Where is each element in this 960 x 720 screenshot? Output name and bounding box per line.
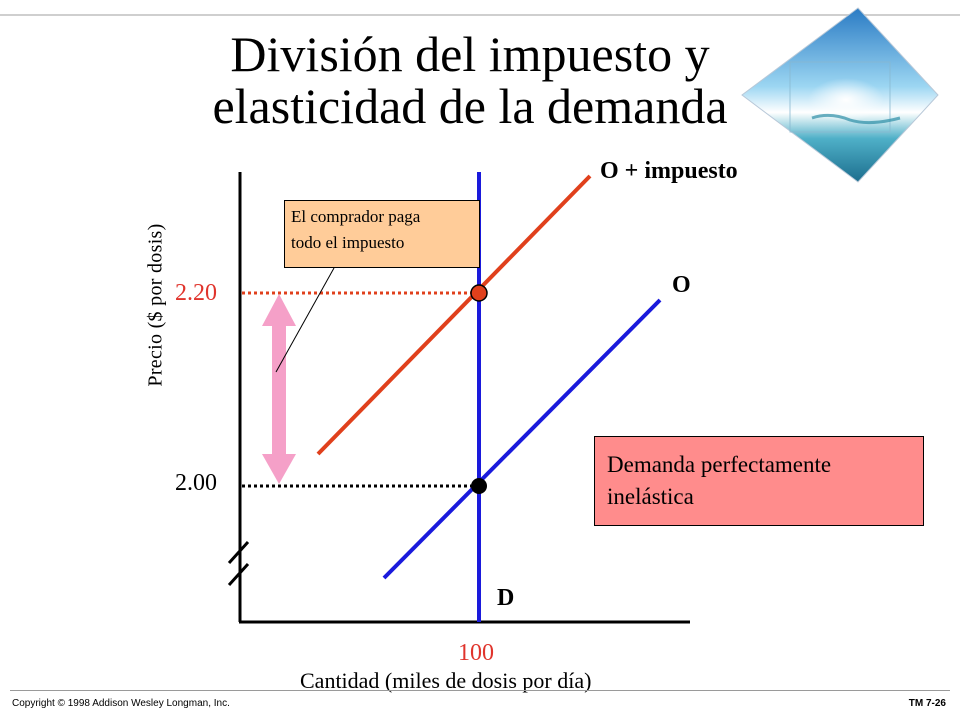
tropical-beach-diamond-icon: [741, 7, 939, 183]
tax-wedge-arrow: [262, 294, 296, 484]
demand-label: D: [497, 585, 515, 611]
price-low-label: 2.00: [175, 470, 217, 496]
demand-callout-line-2: inelástica: [607, 484, 694, 509]
buyer-callout-line-1: El comprador paga: [291, 207, 421, 226]
top-rule: [0, 14, 960, 16]
title-line-1: División del impuesto y: [230, 26, 710, 82]
buyer-pays-callout: El comprador paga todo el impuesto: [284, 200, 480, 268]
inelastic-demand-callout: Demanda perfectamente inelástica: [594, 436, 924, 526]
title-line-2: elasticidad de la demanda: [212, 78, 728, 134]
equilibrium-point-with-tax: [470, 284, 488, 302]
slide-title: División del impuesto y elasticidad de l…: [140, 28, 800, 132]
axis-break-mark: [227, 540, 250, 565]
supply-curve: [382, 298, 662, 580]
slide-number: TM 7-26: [908, 698, 946, 709]
supply-plus-tax-label: O + impuesto: [600, 158, 738, 184]
quantity-label: 100: [458, 640, 494, 666]
demand-callout-line-1: Demanda perfectamente: [607, 452, 832, 477]
copyright-notice: Copyright © 1998 Addison Wesley Longman,…: [12, 698, 230, 709]
buyer-callout-line-2: todo el impuesto: [291, 233, 405, 252]
footer-rule: [10, 690, 950, 691]
callout-leader-line: [275, 267, 335, 373]
supply-plus-tax-curve: [316, 174, 592, 456]
x-axis-label: Cantidad (miles de dosis por día): [300, 668, 592, 693]
y-axis-label: Precio ($ por dosis): [144, 223, 167, 387]
equilibrium-point-original: [471, 478, 487, 494]
supply-label: O: [672, 272, 691, 298]
axis-break-mark: [227, 562, 250, 587]
price-high-label: 2.20: [175, 280, 217, 306]
